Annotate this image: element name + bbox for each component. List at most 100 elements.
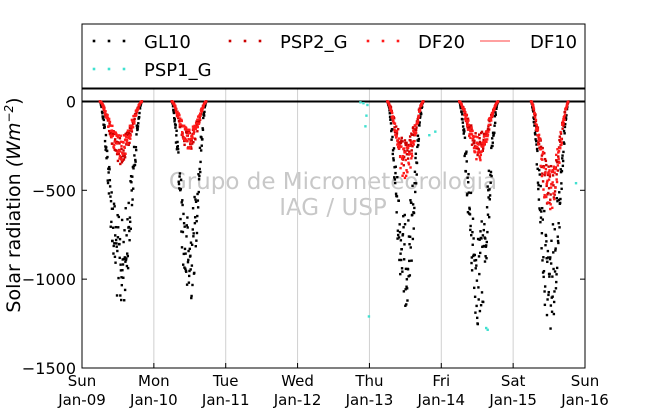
df20-point	[113, 143, 116, 147]
gl10-point	[126, 266, 130, 270]
gl10-point	[103, 126, 106, 129]
gl10-point	[405, 278, 409, 281]
gl10-point	[488, 198, 491, 201]
gl10-point	[554, 247, 557, 250]
psp2_g-point	[128, 126, 132, 130]
gl10-point	[415, 161, 419, 165]
gl10-point	[558, 226, 561, 229]
psp1_g-point	[434, 130, 437, 133]
df20-point	[101, 103, 104, 106]
gl10-point	[488, 188, 491, 191]
df20-point	[489, 117, 492, 121]
psp2_g-point	[543, 157, 547, 161]
gl10-point	[475, 304, 478, 308]
gl10-point	[565, 114, 568, 117]
gl10-point	[553, 270, 557, 273]
df20-point	[471, 129, 474, 133]
gl10-point	[111, 207, 115, 210]
gl10-point	[120, 218, 124, 222]
gl10-point	[194, 200, 198, 203]
df20-point	[486, 134, 489, 138]
gl10-point	[177, 180, 180, 183]
gl10-point	[485, 206, 489, 209]
psp2_g-point	[488, 119, 491, 123]
gl10-point	[560, 169, 564, 173]
df20-point	[178, 114, 181, 117]
gl10-point	[564, 122, 567, 126]
gl10-point	[492, 134, 495, 137]
psp2_g-point	[418, 107, 422, 110]
df20-point	[401, 154, 405, 158]
psp2_g-point	[482, 138, 485, 142]
gl10-point	[115, 242, 118, 245]
psp2_g-point	[549, 164, 553, 168]
df20-point	[461, 106, 464, 109]
gl10-point	[471, 230, 474, 234]
gl10-point	[410, 201, 413, 205]
x-tick-day-label: Sun	[571, 372, 600, 390]
gl10-point	[411, 184, 414, 188]
gl10-point	[540, 232, 544, 235]
gl10-point	[551, 295, 554, 298]
data-points	[98, 100, 578, 331]
gl10-point	[467, 181, 470, 184]
df20-point	[551, 181, 554, 184]
gl10-point	[459, 105, 462, 108]
df20-point	[118, 154, 122, 158]
psp2_g-point	[543, 152, 546, 155]
gl10-point	[563, 142, 566, 145]
gl10-point	[130, 189, 133, 192]
gl10-point	[180, 246, 184, 249]
df20-point	[484, 134, 487, 137]
psp2_g-point	[548, 175, 552, 178]
df20-point	[131, 124, 134, 127]
psp2_g-point	[395, 132, 399, 135]
gl10-point	[408, 243, 411, 246]
gl10-point	[402, 258, 406, 261]
gl10-point	[113, 205, 116, 208]
df20-point	[125, 140, 128, 143]
gl10-point	[116, 213, 119, 217]
df20-point	[538, 137, 541, 140]
gl10-point	[181, 203, 184, 207]
gl10-point	[187, 274, 191, 278]
df20-point	[466, 124, 469, 128]
gl10-point	[173, 118, 177, 121]
gl10-point	[468, 206, 471, 210]
df20-point	[557, 150, 561, 153]
legend-marker-dot	[92, 67, 96, 71]
df20-point	[540, 174, 544, 178]
df20-point	[405, 169, 408, 172]
df20-point	[559, 138, 563, 141]
psp1_g-point	[486, 328, 489, 331]
psp2_g-point	[393, 126, 396, 129]
df20-point	[185, 134, 189, 137]
gl10-point	[536, 167, 539, 171]
df20-point	[406, 146, 410, 149]
gl10-point	[131, 175, 134, 178]
gl10-point	[116, 249, 119, 253]
x-tick-date-label: Jan-09	[57, 391, 106, 409]
df20-point	[194, 122, 198, 125]
df20-point	[404, 174, 408, 178]
gl10-point	[113, 255, 117, 259]
df20-point	[550, 183, 553, 186]
psp2_g-point	[482, 147, 485, 150]
gl10-point	[417, 139, 420, 143]
df20-point	[539, 164, 542, 168]
gl10-point	[125, 264, 129, 268]
gl10-point	[110, 220, 113, 224]
psp2_g-point	[406, 149, 409, 152]
psp2_g-point	[557, 155, 560, 158]
gl10-point	[108, 165, 111, 169]
psp2_g-point	[487, 125, 490, 128]
psp2_g-point	[198, 121, 201, 124]
gl10-point	[564, 117, 568, 120]
gl10-point	[119, 263, 122, 266]
df20-point	[466, 128, 470, 131]
gl10-point	[543, 209, 546, 213]
gl10-point	[419, 115, 422, 118]
gl10-point	[121, 268, 124, 272]
gl10-point	[466, 176, 469, 179]
psp2_g-point	[116, 159, 120, 163]
